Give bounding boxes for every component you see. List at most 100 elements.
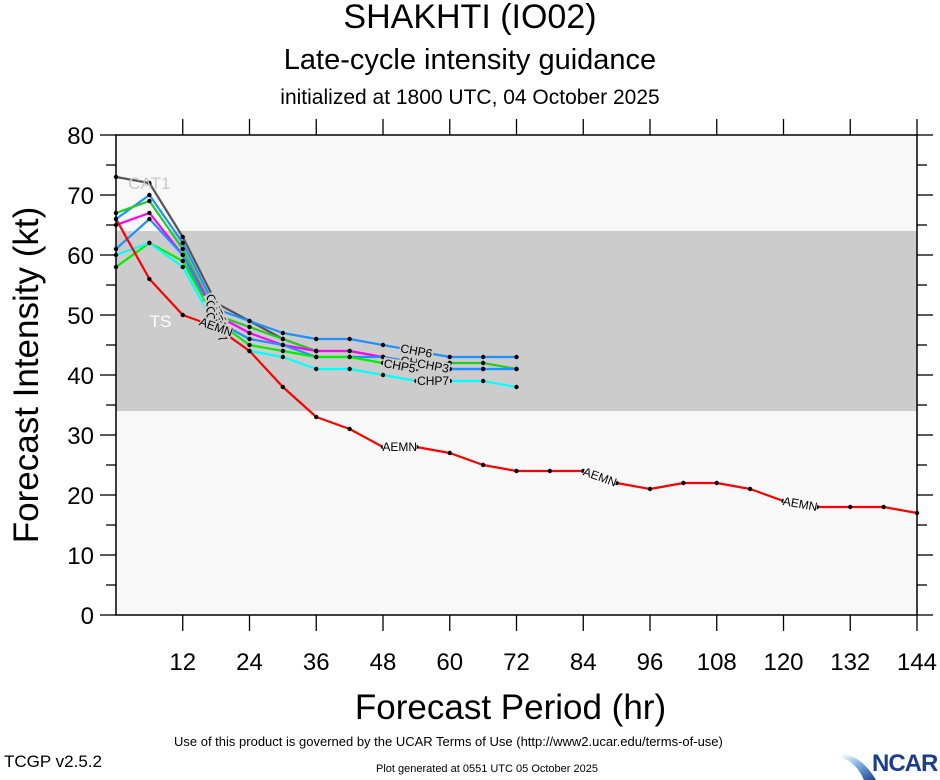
label-mask [382, 441, 417, 453]
band-cat1 [116, 135, 917, 231]
axes: 0 10 20 30 40 50 60 70 80 12 24 36 48 60 72 84 96 108 120 1… [7, 119, 937, 727]
series-label-chp7: CHP7 [416, 374, 451, 388]
data-point-chp4 [247, 324, 252, 330]
series-label-chp5: CHP5 [381, 356, 418, 376]
data-point-gray [147, 180, 152, 186]
data-point-chp7 [280, 354, 286, 360]
data-point-chp6 [380, 342, 386, 348]
data-point-aemn [280, 384, 286, 390]
x-tick-label: 48 [370, 649, 397, 676]
data-point-chp6 [314, 336, 319, 342]
series-line-chp5 [115, 241, 417, 371]
data-point-aemn [347, 426, 352, 432]
logo-swoosh-icon [842, 754, 876, 780]
init-time: initialized at 1800 UTC, 04 October 2025 [280, 86, 660, 109]
chart-title: SHAKHTI (IO02) [343, 0, 597, 36]
data-point-aemn [547, 468, 553, 474]
ncar-logo: NCAR [842, 750, 940, 780]
y-tick-label: 70 [67, 183, 94, 210]
y-tick-label: 60 [67, 243, 94, 270]
data-point-chp3 [280, 342, 286, 348]
data-point-chp3 [147, 216, 152, 222]
x-tick-label: 60 [436, 649, 463, 676]
data-point-aemn [647, 486, 653, 492]
data-point-chp3 [514, 366, 519, 372]
x-tick-label: 144 [897, 649, 937, 676]
data-point-chp7 [147, 240, 152, 246]
series-label-text: CHP7 [417, 374, 449, 388]
x-tick-label: 12 [169, 649, 196, 676]
data-point-chp2 [247, 330, 252, 336]
x-tick-label: 96 [637, 649, 664, 676]
band-ts [116, 231, 917, 411]
y-tick-label: 0 [81, 603, 94, 630]
label-mask [416, 375, 451, 387]
series-label-aemn: AEMN [382, 440, 417, 454]
series-label-text: AEMN [382, 440, 417, 454]
label-mask [782, 495, 818, 513]
version-label: TCGP v2.5.2 [4, 752, 102, 771]
label-mask [381, 357, 418, 375]
x-tick-label: 84 [570, 649, 597, 676]
data-point-chp2 [147, 210, 152, 216]
data-point-chp6 [514, 354, 519, 360]
data-point-chp5 [180, 258, 185, 264]
x-axis-label: Forecast Period (hr) [355, 688, 666, 727]
data-point-chp6 [480, 354, 486, 360]
x-tick-label: 36 [303, 649, 330, 676]
data-point-chp6 [180, 240, 185, 246]
chart-subtitle: Late-cycle intensity guidance [283, 44, 657, 76]
data-point-aemn [514, 468, 519, 474]
data-point-chp2 [347, 348, 352, 354]
logo-text: NCAR [872, 750, 938, 777]
data-point-chp5 [347, 354, 352, 360]
series-label-text: CHP5 [383, 356, 417, 376]
data-point-aemn [314, 414, 319, 420]
y-tick-label: 80 [67, 123, 94, 150]
label-mask [415, 357, 451, 375]
data-point-chp6 [280, 330, 286, 336]
data-point-aemn [147, 276, 152, 282]
y-tick-label: 40 [67, 363, 94, 390]
data-point-aemn [848, 504, 853, 510]
x-tick-label: 108 [697, 649, 737, 676]
data-point-chp7 [480, 378, 486, 384]
data-point-aemn [480, 462, 486, 468]
terms-of-use: Use of this product is governed by the U… [174, 734, 723, 749]
y-tick-label: 20 [67, 483, 94, 510]
y-tick-label: 50 [67, 303, 94, 330]
data-point-chp7 [314, 366, 319, 372]
generated-time: Plot generated at 0551 UTC 05 October 20… [376, 763, 598, 775]
data-point-aemn [747, 486, 753, 492]
label-mask [198, 315, 235, 339]
label-mask [581, 465, 618, 489]
data-point-chp5 [314, 354, 319, 360]
data-point-aemn [681, 480, 686, 486]
series-label-text: AEMN [782, 494, 819, 514]
x-tick-label: 120 [763, 649, 803, 676]
data-point-chp3 [247, 336, 252, 342]
y-tick-label: 10 [67, 543, 94, 570]
data-point-aemn [447, 450, 452, 456]
band-label-ts: TS [150, 312, 172, 331]
data-point-chp4 [480, 360, 486, 366]
data-point-chp7 [180, 264, 185, 270]
series-label-aemn: AEMN [782, 494, 819, 514]
data-point-chp6 [447, 354, 452, 360]
series-label-chp3: CHP3 [415, 356, 451, 376]
data-point-chp6 [247, 318, 252, 324]
data-point-chp7 [514, 384, 519, 390]
data-point-chp3 [180, 252, 185, 258]
data-point-chp2 [314, 348, 319, 354]
data-point-aemn [714, 480, 719, 486]
data-point-chp4 [180, 246, 185, 252]
data-point-chp5 [247, 342, 252, 348]
y-tick-label: 30 [67, 423, 94, 450]
series-label-text: CHP3 [416, 356, 450, 376]
data-point-chp6 [347, 336, 352, 342]
data-point-chp4 [280, 336, 286, 342]
data-point-aemn [180, 312, 185, 318]
data-point-chp5 [280, 348, 286, 354]
x-tick-label: 132 [830, 649, 870, 676]
